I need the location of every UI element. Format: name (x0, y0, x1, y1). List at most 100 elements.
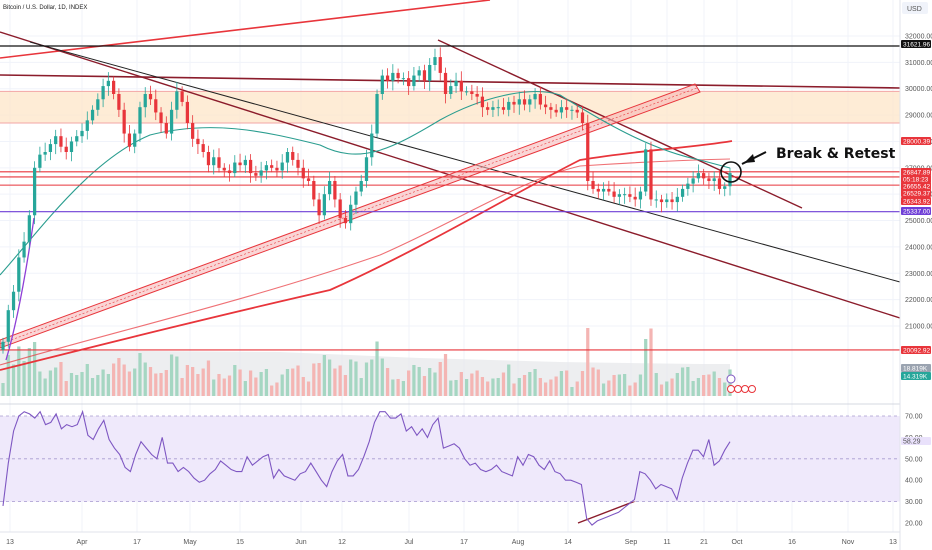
volume-bar (665, 381, 669, 396)
volume-bar (122, 364, 126, 396)
volume-bar (433, 372, 437, 396)
candle-body (591, 181, 595, 189)
candle-body (507, 101, 511, 110)
volume-bar (169, 354, 174, 396)
volume-bar (328, 359, 332, 396)
volume-bar (702, 375, 706, 396)
candle-body (401, 78, 405, 80)
event-icon[interactable] (734, 385, 742, 393)
event-badges[interactable] (726, 374, 756, 393)
candle-body (723, 186, 727, 189)
volume-bar (159, 373, 163, 396)
volume-bar (691, 381, 695, 396)
candle-body (691, 178, 695, 184)
horizontal-levels (0, 45, 900, 351)
candle-body (48, 144, 53, 152)
annotation-text: Break & Retest (776, 146, 896, 162)
price-tick-label: 25000.00 (905, 218, 932, 225)
rsi-value-label: 58.29 (903, 439, 921, 446)
volume-bar (112, 363, 116, 396)
candle-body (306, 178, 311, 181)
volume-bar (301, 377, 305, 396)
time-tick-label: 13 (6, 539, 14, 546)
chart-title: Bitcoin / U.S. Dollar, 1D, INDEX (3, 5, 87, 11)
candle-body (496, 107, 500, 109)
event-icon[interactable] (727, 385, 735, 393)
volume-bar (38, 371, 42, 396)
volume-bar (69, 373, 74, 396)
price-tag (901, 197, 931, 205)
volume-bar (375, 341, 379, 396)
candle-body (407, 78, 411, 87)
volume-bar (633, 382, 637, 396)
event-icon[interactable] (726, 374, 736, 384)
currency-badge[interactable] (902, 2, 928, 14)
candle-body (375, 94, 379, 134)
volume-bar (191, 367, 195, 396)
price-tick-label: 31000.00 (905, 60, 932, 67)
candle-body (270, 165, 274, 168)
candle-body (607, 188, 611, 192)
candle-body (654, 199, 658, 201)
event-icon[interactable] (748, 385, 756, 393)
price-tag (901, 182, 931, 190)
volume-bar (1, 383, 5, 396)
candle-body (259, 170, 263, 176)
candle-body (580, 112, 585, 123)
volume-bar (138, 353, 142, 396)
candle-body (601, 188, 606, 192)
time-tick-label: Nov (842, 539, 855, 546)
candle-body (449, 86, 453, 94)
candle-body (212, 157, 216, 166)
volume-bar (707, 374, 711, 396)
rsi-tick-label: 70.00 (905, 414, 923, 421)
candle-body (617, 194, 621, 197)
volume-bar (54, 367, 58, 396)
price-tag (901, 207, 931, 215)
candle-body (159, 112, 163, 123)
price-tag-label: 25337.00 (903, 209, 930, 216)
volume-bar (133, 368, 137, 396)
candle-body (296, 159, 300, 168)
volume-bar (686, 367, 690, 396)
candle-body (559, 107, 564, 113)
volume-bar (549, 379, 553, 396)
candle-body (217, 157, 221, 168)
break-retest-annotation: Break & Retest (720, 146, 896, 183)
event-icon[interactable] (741, 385, 749, 393)
time-tick-label: 11 (663, 539, 670, 546)
rsi-tick-label: 40.00 (905, 478, 923, 485)
volume-bar (270, 385, 274, 396)
volume-bar (438, 362, 442, 396)
time-tick-label: 16 (788, 539, 796, 546)
candle-body (6, 310, 10, 342)
volume-bar (470, 373, 474, 396)
volume-bar (559, 371, 564, 396)
volume-bar (64, 381, 68, 396)
candle-body (475, 94, 479, 97)
candle-body (443, 72, 448, 94)
candle-body (712, 178, 716, 181)
volume-bar (570, 387, 574, 396)
volume-bar (385, 368, 390, 396)
price-tag-label: 26655.42 (903, 184, 930, 191)
volume-bar (285, 369, 290, 396)
candle-body (69, 141, 74, 152)
volume-bar (580, 371, 585, 396)
volume-bar (654, 373, 658, 396)
candle-body (675, 196, 679, 203)
price-tag-label: 28000.39 (903, 139, 930, 146)
candle-body (238, 162, 242, 166)
candle-body (243, 159, 247, 166)
volume-bar (75, 375, 79, 396)
arrow-head-icon (744, 154, 755, 163)
candle-body (486, 107, 490, 110)
candle-body (680, 188, 685, 197)
time-tick-label: Apr (77, 539, 89, 546)
volume-bar (248, 370, 253, 396)
time-tick-label: 14 (564, 539, 572, 546)
volume-bar (591, 367, 595, 396)
candle-body (512, 101, 516, 105)
volume-bar (644, 339, 648, 396)
candle-body (285, 152, 290, 163)
